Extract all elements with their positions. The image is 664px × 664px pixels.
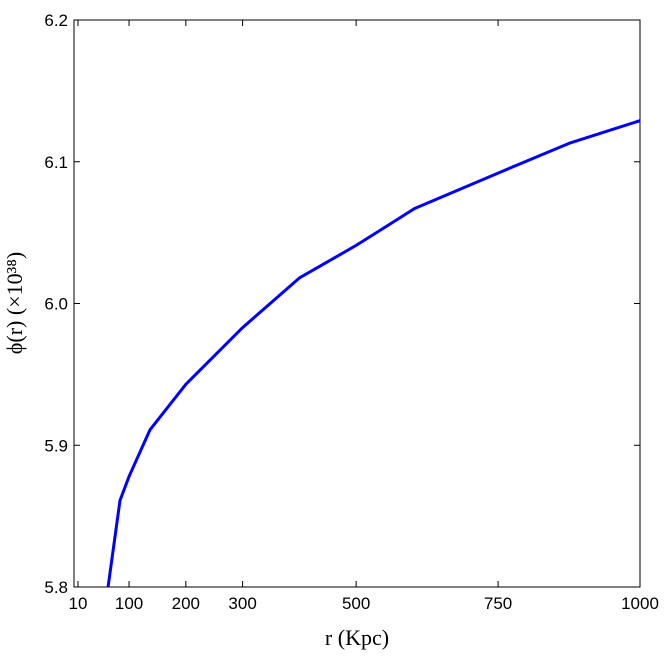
y-tick-label: 5.9 [44,436,68,455]
x-tick-label: 750 [484,594,512,613]
y-tick-label: 6.1 [44,153,68,172]
x-tick-label: 500 [342,594,370,613]
y-tick-label: 6.2 [44,11,68,30]
y-axis-label: ϕ(r) (×10³⁸) [2,252,27,354]
x-tick-label: 1000 [621,594,659,613]
x-axis-label: r (Kpc) [325,625,389,650]
x-tick-label: 200 [172,594,200,613]
plot-frame [73,19,641,588]
data-line [106,119,641,588]
x-tick-label: 100 [115,594,143,613]
y-tick-label: 6.0 [44,295,68,314]
x-tick-label: 300 [228,594,256,613]
x-tick-label: 10 [69,594,88,613]
y-tick-label: 5.8 [44,578,68,597]
